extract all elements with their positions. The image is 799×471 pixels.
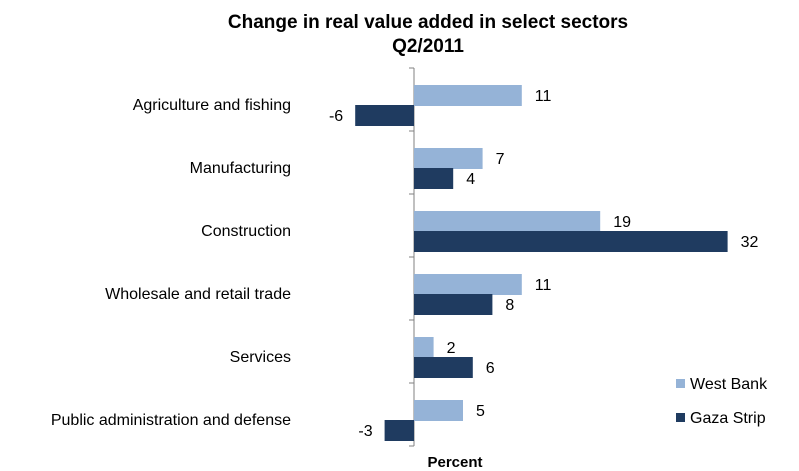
labels-layer: Agriculture and fishing 11 -6 Manufacturing… xyxy=(51,88,759,440)
bar-gaza-strip-wholesale-and-retail-trade xyxy=(414,294,493,315)
bar-west-bank-manufacturing xyxy=(414,148,483,169)
legend-swatch-gaza-strip xyxy=(676,413,685,422)
category-label-wholesale-and-retail-trade: Wholesale and retail trade xyxy=(105,286,291,303)
bar-gaza-strip-agriculture-and-fishing xyxy=(355,105,414,126)
category-label-agriculture-and-fishing: Agriculture and fishing xyxy=(133,97,291,114)
bar-west-bank-services xyxy=(414,337,434,358)
data-label-west-bank-public-administration-and-defense: 5 xyxy=(476,403,485,420)
bar-west-bank-construction xyxy=(414,211,601,232)
bar-gaza-strip-construction xyxy=(414,231,728,252)
data-label-gaza-strip-manufacturing: 4 xyxy=(466,171,475,188)
bar-gaza-strip-services xyxy=(414,357,473,378)
bar-west-bank-agriculture-and-fishing xyxy=(414,85,522,106)
data-label-west-bank-agriculture-and-fishing: 11 xyxy=(535,88,552,105)
bar-west-bank-public-administration-and-defense xyxy=(414,400,463,421)
chart-subtitle: Q2/2011 xyxy=(392,36,464,57)
legend: West Bank Gaza Strip xyxy=(676,376,768,427)
data-label-gaza-strip-agriculture-and-fishing: -6 xyxy=(329,108,343,125)
bar-gaza-strip-public-administration-and-defense xyxy=(384,420,414,441)
data-label-west-bank-wholesale-and-retail-trade: 11 xyxy=(535,277,552,294)
bar-west-bank-wholesale-and-retail-trade xyxy=(414,274,522,295)
legend-label-west-bank: West Bank xyxy=(690,376,768,393)
data-label-west-bank-manufacturing: 7 xyxy=(496,151,505,168)
legend-swatch-west-bank xyxy=(676,379,685,388)
category-label-services: Services xyxy=(230,349,291,366)
data-label-west-bank-services: 2 xyxy=(447,340,456,357)
data-label-gaza-strip-services: 6 xyxy=(486,360,495,377)
chart-title: Change in real value added in select sec… xyxy=(228,12,628,33)
data-label-west-bank-construction: 19 xyxy=(613,214,631,231)
bars-layer xyxy=(355,85,728,441)
category-label-manufacturing: Manufacturing xyxy=(190,160,291,177)
axis-layer xyxy=(409,67,415,447)
data-label-gaza-strip-wholesale-and-retail-trade: 8 xyxy=(505,297,514,314)
category-label-construction: Construction xyxy=(201,223,291,240)
data-label-gaza-strip-public-administration-and-defense: -3 xyxy=(358,423,372,440)
bar-gaza-strip-manufacturing xyxy=(414,168,454,189)
legend-label-gaza-strip: Gaza Strip xyxy=(690,410,766,427)
data-label-gaza-strip-construction: 32 xyxy=(741,234,759,251)
category-label-public-administration-and-defense: Public administration and defense xyxy=(51,412,291,429)
x-axis-title: Percent xyxy=(427,454,482,471)
